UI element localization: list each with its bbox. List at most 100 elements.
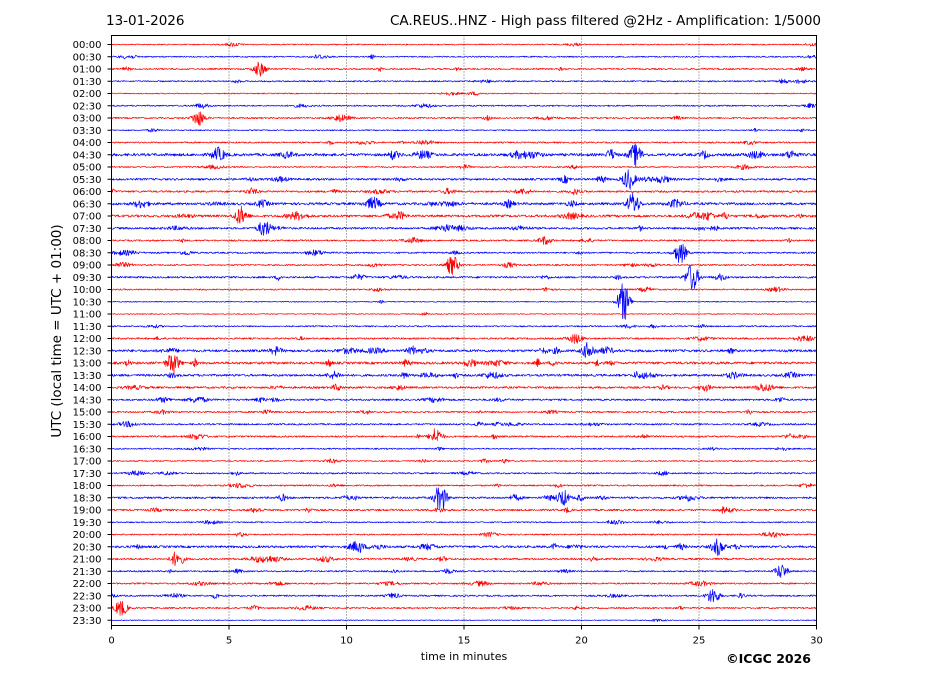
- y-tick-label-14:30: 14:30: [73, 395, 102, 406]
- trace-02:30: [111, 102, 817, 109]
- x-tick-label-5: 5: [226, 636, 232, 647]
- y-tick-label-11:30: 11:30: [73, 322, 102, 333]
- vertical-gridlines: [228, 35, 700, 626]
- trace-11:30: [111, 323, 817, 329]
- trace-21:00: [111, 551, 817, 567]
- y-tick-label-12:00: 12:00: [73, 334, 102, 345]
- y-tick-label-21:30: 21:30: [73, 567, 102, 578]
- trace-14:30: [111, 396, 817, 404]
- y-tick-label-20:30: 20:30: [73, 542, 102, 553]
- trace-22:30: [111, 588, 817, 603]
- y-tick-label-08:30: 08:30: [73, 248, 102, 259]
- trace-16:00: [111, 428, 817, 441]
- trace-06:30: [111, 192, 817, 211]
- x-axis-ticks: 0 5 10 15 20 25 30: [108, 625, 823, 647]
- y-tick-label-21:00: 21:00: [73, 555, 102, 566]
- trace-19:30: [111, 519, 817, 525]
- trace-06:00: [111, 187, 817, 196]
- y-tick-label-23:00: 23:00: [73, 604, 102, 615]
- trace-13:00: [111, 355, 817, 375]
- y-tick-label-09:00: 09:00: [73, 261, 102, 272]
- trace-19:00: [111, 505, 817, 514]
- trace-12:00: [111, 333, 817, 344]
- trace-18:00: [111, 482, 817, 489]
- trace-01:30: [111, 78, 817, 84]
- y-tick-label-19:30: 19:30: [73, 518, 102, 529]
- trace-04:30: [111, 143, 817, 168]
- x-tick-label-20: 20: [575, 636, 588, 647]
- y-tick-label-13:30: 13:30: [73, 371, 102, 382]
- trace-09:00: [111, 256, 817, 275]
- date-label: 13-01-2026: [106, 13, 184, 29]
- trace-05:00: [111, 163, 817, 171]
- y-tick-label-10:00: 10:00: [73, 285, 102, 296]
- y-tick-label-22:30: 22:30: [73, 591, 102, 602]
- seismic-traces: [111, 42, 817, 623]
- trace-05:30: [111, 169, 817, 190]
- y-tick-label-04:30: 04:30: [73, 150, 102, 161]
- y-tick-label-03:00: 03:00: [73, 114, 102, 125]
- y-tick-label-05:30: 05:30: [73, 175, 102, 186]
- y-tick-label-16:30: 16:30: [73, 444, 102, 455]
- trace-21:30: [111, 564, 817, 578]
- trace-18:30: [111, 487, 817, 510]
- y-tick-label-01:30: 01:30: [73, 77, 102, 88]
- y-tick-label-09:30: 09:30: [73, 273, 102, 284]
- y-tick-label-23:30: 23:30: [73, 616, 102, 627]
- trace-13:30: [111, 370, 817, 380]
- trace-12:30: [111, 341, 817, 358]
- trace-08:30: [111, 243, 817, 263]
- y-tick-label-12:30: 12:30: [73, 346, 102, 357]
- y-tick-label-03:30: 03:30: [73, 126, 102, 137]
- y-tick-label-14:00: 14:00: [73, 383, 102, 394]
- y-tick-label-06:30: 06:30: [73, 199, 102, 210]
- y-tick-label-07:30: 07:30: [73, 224, 102, 235]
- trace-11:00: [111, 311, 817, 316]
- y-tick-label-05:00: 05:00: [73, 163, 102, 174]
- y-tick-label-00:30: 00:30: [73, 52, 102, 63]
- trace-23:30: [111, 618, 817, 623]
- trace-22:00: [111, 580, 817, 587]
- trace-00:00: [111, 42, 817, 47]
- station-title: CA.REUS..HNZ - High pass filtered @2Hz -…: [390, 13, 821, 29]
- y-tick-label-19:00: 19:00: [73, 506, 102, 517]
- trace-15:30: [111, 420, 817, 428]
- trace-20:30: [111, 538, 817, 556]
- trace-07:00: [111, 205, 817, 224]
- y-tick-label-22:00: 22:00: [73, 579, 102, 590]
- trace-10:00: [111, 286, 817, 293]
- y-tick-label-02:30: 02:30: [73, 101, 102, 112]
- trace-04:00: [111, 139, 817, 146]
- y-tick-label-04:00: 04:00: [73, 138, 102, 149]
- y-tick-label-15:00: 15:00: [73, 408, 102, 419]
- y-tick-label-07:00: 07:00: [73, 212, 102, 223]
- trace-17:00: [111, 458, 817, 464]
- y-tick-label-10:30: 10:30: [73, 297, 102, 308]
- y-tick-label-17:00: 17:00: [73, 457, 102, 468]
- trace-17:30: [111, 470, 817, 477]
- x-tick-label-15: 15: [458, 636, 471, 647]
- x-tick-label-10: 10: [340, 636, 353, 647]
- x-tick-label-25: 25: [693, 636, 706, 647]
- y-tick-label-20:00: 20:00: [73, 530, 102, 541]
- y-tick-label-02:00: 02:00: [73, 89, 102, 100]
- trace-08:00: [111, 236, 817, 245]
- y-tick-label-01:00: 01:00: [73, 65, 102, 76]
- trace-16:30: [111, 446, 817, 452]
- y-tick-label-16:00: 16:00: [73, 432, 102, 443]
- trace-09:30: [111, 264, 817, 290]
- y-tick-label-06:00: 06:00: [73, 187, 102, 198]
- y-tick-label-11:00: 11:00: [73, 310, 102, 321]
- trace-03:00: [111, 111, 817, 126]
- x-axis-label: time in minutes: [421, 650, 508, 663]
- trace-03:30: [111, 127, 817, 133]
- y-tick-label-18:30: 18:30: [73, 493, 102, 504]
- trace-01:00: [111, 61, 817, 77]
- y-tick-label-00:00: 00:00: [73, 40, 102, 51]
- trace-10:30: [111, 283, 817, 320]
- y-axis-label: UTC (local time = UTC + 01:00): [49, 224, 65, 437]
- y-tick-label-18:00: 18:00: [73, 481, 102, 492]
- y-tick-label-13:00: 13:00: [73, 359, 102, 370]
